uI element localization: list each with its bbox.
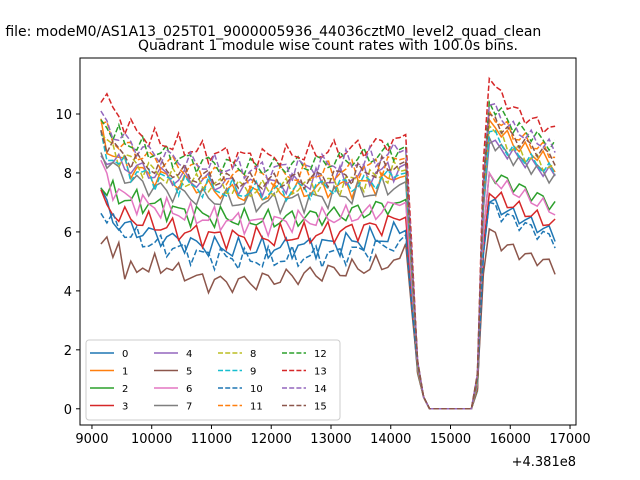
legend-label: 9 <box>250 367 256 378</box>
x-tick-label: 13000 <box>310 432 351 447</box>
legend-label: 14 <box>314 384 327 395</box>
x-axis: 9000 10000 11000 12000 13000 14000 15000 16000 1… <box>75 425 591 447</box>
y-tick-label: 2 <box>64 344 72 359</box>
legend-label: 1 <box>122 367 128 378</box>
figure-suptitle: n file: modeM0/AS1A13_025T01_9000005936_… <box>0 24 541 40</box>
x-tick-label: 11000 <box>191 432 232 447</box>
legend-label: 8 <box>250 349 256 360</box>
chart-title: Quadrant 1 module wise count rates with … <box>138 38 518 54</box>
x-tick-label: 14000 <box>370 432 411 447</box>
x-axis-offset-label: +4.381e8 <box>512 455 576 470</box>
series-line-14 <box>100 102 556 410</box>
y-tick-label: 6 <box>64 226 72 241</box>
series-line-8 <box>100 124 556 410</box>
y-tick-label: 4 <box>64 285 72 300</box>
x-tick-label: 10000 <box>131 432 172 447</box>
legend-label: 13 <box>314 367 327 378</box>
axes-frame <box>79 57 577 426</box>
series-line-13 <box>100 76 556 410</box>
x-tick-label: 16000 <box>490 432 531 447</box>
legend-label: 6 <box>186 384 192 395</box>
x-tick-label: 17000 <box>549 432 590 447</box>
legend-label: 5 <box>186 367 192 378</box>
x-tick-label: 12000 <box>251 432 292 447</box>
y-tick-label: 0 <box>64 403 72 418</box>
legend-label: 0 <box>122 349 128 360</box>
series-line-15 <box>100 112 556 410</box>
y-tick-label: 8 <box>64 167 72 182</box>
legend-label: 15 <box>314 402 327 413</box>
y-tick-label: 10 <box>55 108 72 123</box>
x-tick-label: 15000 <box>430 432 471 447</box>
legend-label: 11 <box>250 402 263 413</box>
y-axis: 0 2 4 6 8 10 <box>55 108 80 418</box>
plot-area <box>100 76 556 410</box>
legend-label: 10 <box>250 384 263 395</box>
legend-label: 3 <box>122 402 128 413</box>
legend-label: 12 <box>314 349 327 360</box>
x-tick-label: 9000 <box>75 432 108 447</box>
legend-box <box>85 339 341 421</box>
legend-label: 7 <box>186 402 192 413</box>
legend-label: 2 <box>122 384 128 395</box>
legend-label: 4 <box>186 349 192 360</box>
